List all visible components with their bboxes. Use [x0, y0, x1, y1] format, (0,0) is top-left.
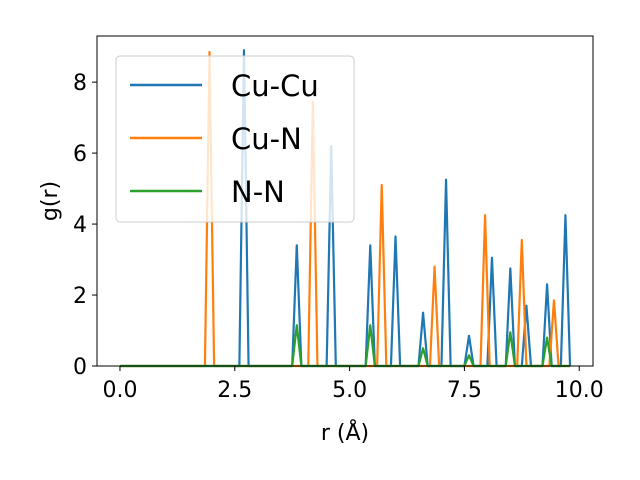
- x-tick-label: 7.5: [447, 378, 482, 403]
- legend: Cu-Cu Cu-N N-N: [115, 55, 355, 223]
- x-tick-label: 5.0: [332, 378, 367, 403]
- axes-frame: [96, 35, 594, 367]
- x-axis-label: r (Å): [321, 419, 369, 446]
- y-tick-label: 2: [73, 284, 87, 309]
- legend-label: Cu-N: [231, 122, 302, 156]
- y-tick-label: 8: [73, 71, 87, 96]
- x-tick-label: 0.0: [102, 378, 137, 403]
- legend-label: Cu-Cu: [231, 69, 319, 103]
- x-tick-label: 10.0: [555, 378, 604, 403]
- legend-box: [115, 55, 355, 223]
- y-tick-label: 0: [73, 355, 87, 380]
- y-tick-label: 4: [73, 213, 87, 238]
- y-axis: 0 2 4 6 8: [73, 71, 97, 380]
- y-tick-label: 6: [73, 142, 87, 167]
- series-line-n-n: [119, 324, 571, 368]
- legend-label: N-N: [231, 175, 285, 209]
- x-tick-label: 2.5: [217, 378, 252, 403]
- x-axis: 0.0 2.5 5.0 7.5 10.0: [102, 366, 604, 403]
- y-axis-label: g(r): [38, 181, 63, 221]
